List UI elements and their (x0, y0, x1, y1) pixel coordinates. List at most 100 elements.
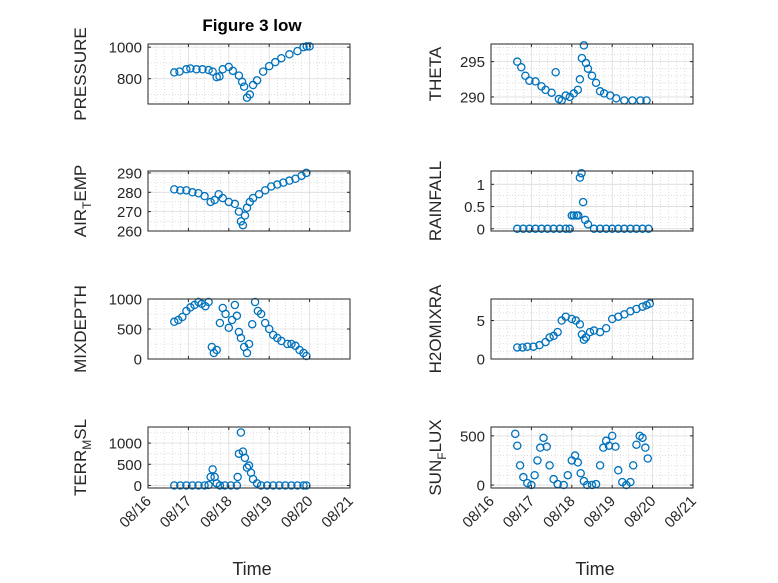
panel-sun_flux-marker (607, 431, 617, 441)
panel-air_temp-ylabel-main: AIR (71, 209, 90, 237)
panel-mixdepth-marker (236, 333, 246, 343)
panel-h2omixra-marker (645, 299, 655, 308)
panel-theta-marker (595, 87, 605, 96)
panel-terr_msl-marker (281, 481, 290, 490)
panel-air_temp-marker (260, 186, 270, 195)
panel-sun_flux-marker (539, 433, 548, 443)
panel-air_temp-marker (200, 191, 209, 201)
panel-sun_flux-marker (614, 466, 623, 475)
panel-sun_flux-background (491, 427, 693, 488)
panel-h2omixra-axes-box (490, 298, 694, 360)
panel-sun_flux-marker (515, 461, 525, 470)
panel-terr_msl-marker (215, 481, 225, 490)
panel-theta-marker (547, 88, 556, 97)
panel-sun_flux-xtick-label: 08/19 (580, 493, 619, 532)
panel-theta-marker (575, 75, 585, 84)
panel-theta-marker (521, 71, 530, 81)
panel-air_temp-marker (254, 189, 264, 199)
panel-pressure-marker (182, 65, 191, 74)
panel-terr_msl-axes-box (147, 426, 351, 489)
panel-sun_flux-marker (523, 478, 532, 488)
panel-mixdepth-marker (260, 318, 270, 328)
panel-pressure-marker (277, 53, 286, 63)
panel-air_temp-ylabel-subscript: T (80, 201, 94, 209)
panel-rainfall-marker (577, 168, 586, 178)
panel-mixdepth-marker (250, 297, 260, 307)
panel-rainfall-ytick-label: 1 (477, 177, 485, 194)
panel-sun_flux-xtick-label: 08/16 (459, 493, 498, 532)
panel-rainfall-marker (519, 224, 528, 234)
panel-rainfall-marker (589, 224, 599, 234)
panel-pressure-ylabel: PRESSURE (71, 27, 90, 121)
panel-theta-axes-box (490, 43, 694, 105)
panel-terr_msl-ylabel-tail: SL (71, 419, 90, 440)
panel-terr_msl-marker (262, 481, 272, 490)
panel-air_temp-ytick-label: 260 (117, 224, 142, 241)
panel-air_temp-marker (176, 186, 185, 195)
panel-air_temp-ytick-label: 290 (117, 165, 142, 182)
panel-h2omixra-marker (585, 327, 595, 337)
panel-terr_msl-xtick-label: 08/20 (278, 493, 317, 532)
panel-terr_msl-marker (176, 481, 185, 490)
panel-rainfall-marker (525, 224, 534, 234)
panel-sun_flux-marker (641, 443, 650, 452)
panel-sun_flux-marker (643, 454, 653, 463)
panel-sun_flux-marker (632, 440, 641, 449)
panel-pressure-marker (264, 61, 274, 71)
panel-air_temp-marker (238, 220, 248, 230)
panel-h2omixra-marker (601, 323, 611, 333)
panel-rainfall-axes-box (490, 170, 694, 232)
panel-air_temp-axes-box (147, 170, 351, 232)
panel-theta-marker (531, 77, 540, 86)
panel-rainfall-ylabel-main: RAINFALL (426, 161, 445, 241)
panel-mixdepth-marker (230, 300, 240, 310)
panel-terr_msl-xlabel: Time (232, 559, 271, 579)
panel-h2omixra-ylabel: H2OMIXRA (426, 284, 445, 373)
panel-sun_flux-marker (533, 456, 542, 465)
panel-h2omixra-marker (595, 327, 605, 337)
panel-air_temp-marker (170, 185, 179, 194)
panel-terr_msl-xtick-label: 08/18 (197, 493, 236, 532)
panel-pressure-marker (237, 77, 247, 87)
panel-sun_flux-marker (527, 480, 536, 490)
panel-pressure-marker (252, 76, 262, 85)
panel-terr_msl-marker (194, 481, 203, 490)
panel-air_temp-marker (210, 195, 219, 205)
panel-terr_msl-marker (182, 481, 191, 490)
panel-mixdepth-ytick-label: 500 (117, 322, 142, 339)
panel-theta-marker (525, 76, 534, 85)
panel-sun_flux-ytick-label: 500 (460, 428, 485, 445)
panel-rainfall-marker (583, 220, 593, 229)
panel-terr_msl-marker (234, 449, 244, 458)
panel-rainfall-marker (614, 224, 623, 234)
panel-pressure-marker (245, 90, 255, 99)
panel-pressure-axes-box (147, 43, 351, 105)
panel-theta-background (491, 44, 693, 104)
panel-sun_flux-marker (570, 451, 580, 460)
panel-terr_msl-ylabel-main: TERR (71, 450, 90, 496)
panel-terr_msl-marker (236, 428, 246, 437)
panel-rainfall-marker (595, 224, 605, 234)
panel-sun_flux-ylabel-tail: LUX (426, 419, 445, 452)
panel-terr_msl-marker (256, 481, 266, 490)
panel-mixdepth-ytick-label: 0 (134, 352, 142, 369)
panel-air_temp-marker (230, 199, 240, 209)
panel-rainfall-ylabel: RAINFALL (426, 161, 445, 241)
panel-mixdepth-marker (242, 348, 252, 358)
panel-h2omixra-marker (529, 342, 538, 351)
panel-sun_flux-xlabel: Time (575, 559, 614, 579)
panel-air_temp-ylabel-tail: EMP (71, 165, 90, 202)
panel-pressure-marker (285, 50, 294, 59)
panel-sun_flux-marker (573, 458, 583, 467)
panel-sun_flux-ylabel-subscript: F (435, 452, 449, 459)
panel-terr_msl-ylabel-subscript: M (80, 440, 94, 450)
panel-h2omixra-ytick-label: 0 (477, 352, 485, 369)
panel-rainfall-marker (626, 224, 635, 234)
panel-terr_msl-marker (275, 481, 284, 490)
panel-terr_msl-marker (240, 453, 250, 463)
panel-pressure-marker (239, 82, 249, 91)
panel-mixdepth-marker (244, 339, 254, 349)
panel-sun_flux-xtick-label: 08/21 (661, 493, 700, 532)
panel-pressure-marker (228, 66, 238, 76)
panel-sun_flux-xtick-label: 08/17 (500, 493, 539, 532)
